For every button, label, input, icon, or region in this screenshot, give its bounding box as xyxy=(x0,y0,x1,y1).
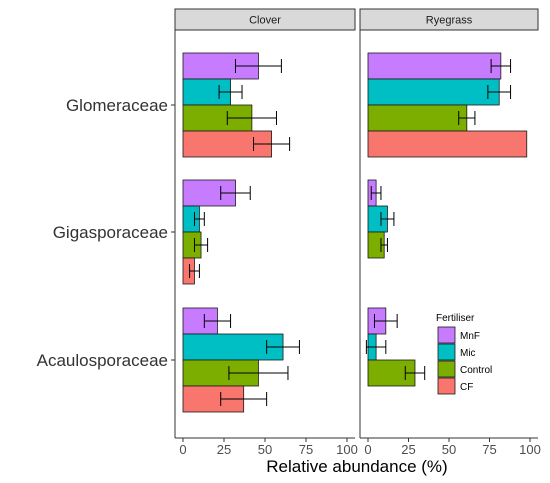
x-tick-label: 0 xyxy=(364,442,371,457)
category-label-acaulosporaceae: Acaulosporaceae xyxy=(37,351,168,370)
x-tick-label: 50 xyxy=(442,442,456,457)
category-label-glomeraceae: Glomeraceae xyxy=(66,96,168,115)
bar-ryegrass-glomeraceae-mic xyxy=(367,78,500,106)
bar-ryegrass-glomeraceae-mnf xyxy=(367,52,502,80)
legend-label-control: Control xyxy=(460,365,492,376)
legend-swatch-mic xyxy=(437,343,456,361)
facet-strip-label: Clover xyxy=(249,15,281,27)
legend-label-mic: Mic xyxy=(460,348,476,359)
legend-label-cf: CF xyxy=(460,382,473,393)
x-tick-label: 0 xyxy=(179,442,186,457)
bar-ryegrass-glomeraceae-control xyxy=(367,104,468,132)
x-tick-label: 25 xyxy=(217,442,231,457)
legend-title: Fertiliser xyxy=(436,313,475,324)
x-tick-label: 100 xyxy=(336,442,358,457)
x-tick-label: 75 xyxy=(299,442,313,457)
x-tick-label: 100 xyxy=(519,442,541,457)
legend-swatch-cf xyxy=(437,377,456,395)
x-tick-label: 50 xyxy=(258,442,272,457)
legend-swatch-mnf xyxy=(437,326,456,344)
x-tick-label: 25 xyxy=(401,442,415,457)
facet-strip-label: Ryegrass xyxy=(426,15,473,27)
category-label-gigasporaceae: Gigasporaceae xyxy=(53,223,168,242)
facet-strip-clover xyxy=(174,8,356,31)
legend-label-mnf: MnF xyxy=(460,331,480,342)
facet-strip-ryegrass xyxy=(359,8,539,31)
x-axis-title: Relative abundance (%) xyxy=(266,457,447,476)
bar-ryegrass-glomeraceae-cf xyxy=(367,130,528,158)
legend-swatch-control xyxy=(437,360,456,378)
x-tick-label: 75 xyxy=(482,442,496,457)
